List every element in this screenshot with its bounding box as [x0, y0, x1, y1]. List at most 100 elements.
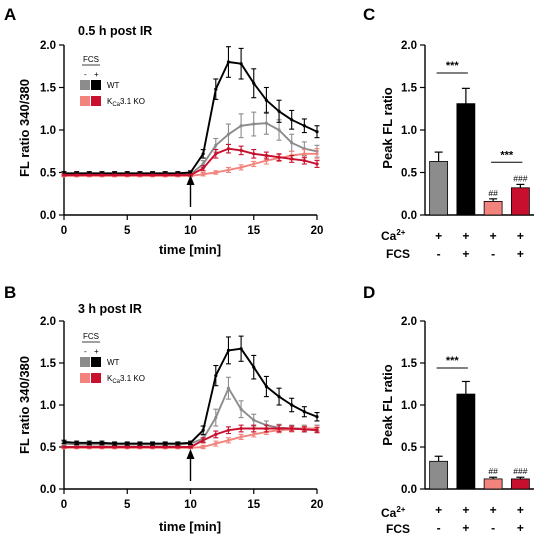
fcs-sign: -: [437, 521, 441, 535]
panel-b-data-point: [252, 418, 256, 422]
legend-label-ko: KCa3.1 KO: [107, 97, 145, 108]
ca-sign: +: [435, 229, 442, 243]
panel-a-data-point: [252, 81, 256, 85]
panel-d-hash-label: ###: [513, 466, 527, 476]
panel-a-y-tick-label: 0.0: [40, 210, 56, 222]
fcs-row-label: FCS: [386, 247, 410, 261]
panel-a-data-point: [188, 170, 193, 175]
panel-a-data-point: [62, 173, 66, 177]
panel-a-x-tick-label: 15: [247, 225, 260, 237]
panel-b-data-point: [150, 445, 155, 449]
panel-a-y-tick-label: 1.5: [40, 83, 57, 95]
panel-b-data-point: [290, 426, 294, 431]
panel-d-bar: [510, 478, 530, 490]
panel-b-data-point: [201, 445, 205, 449]
panel-b-data-point: [239, 435, 243, 439]
ca-sign: +: [462, 229, 469, 243]
panel-a-xlabel: time [min]: [159, 242, 221, 257]
panel-b-data-point: [252, 365, 256, 369]
panel-b-y-tick-label: 0.0: [40, 484, 56, 496]
panel-a-data-point: [239, 62, 243, 66]
panel-a-data-point: [264, 121, 268, 125]
panel-a-data-point: [201, 162, 205, 166]
panel-b-x-tick-label: 5: [124, 499, 131, 511]
panel-b-data-point: [62, 440, 66, 444]
legend-label-wt: WT: [107, 358, 120, 367]
ca-sign: +: [435, 503, 442, 517]
panel-a-title: 0.5 h post IR: [78, 24, 152, 38]
fcs-sign: +: [517, 247, 524, 261]
panel-a-data-point: [252, 162, 256, 166]
panel-b-data-point: [87, 445, 91, 449]
panel-b-data-point: [62, 445, 66, 449]
panel-a-data-point: [264, 159, 268, 163]
legend-swatch-wt-minus: [80, 80, 90, 90]
panel-b-data-point: [214, 416, 218, 420]
fcs-signs-row: - + - +: [437, 521, 524, 535]
panel-a-data-point: [75, 173, 79, 177]
panel-c-significance-label: ***: [500, 149, 514, 161]
panel-a-data-point: [214, 170, 218, 175]
panel-d-bar: [429, 460, 449, 490]
panel-a-data-point: [264, 153, 268, 158]
panel-b-data-point: [239, 426, 243, 431]
panel-b-data-point: [252, 432, 256, 436]
panel-a-data-point: [315, 152, 319, 156]
panel-c-y-tick-label: 1.5: [401, 83, 418, 95]
panel-b-data-point: [264, 426, 268, 431]
legend-swatch-ko-minus: [80, 96, 90, 106]
panel-d-bar-chart: D Peak FL ratio 0.00.51.01.52.0## ###*** …: [363, 283, 534, 536]
panel-b-line-chart: B 3 h post IR FL ratio 340/380 time [min…: [4, 283, 323, 534]
panel-a-plot-area: 0.0 0.5 1.0 1.5 2.0 0 5 10 15 20: [40, 40, 323, 237]
panel-b-data-point: [188, 441, 193, 445]
ca-sign: +: [490, 503, 497, 517]
panel-b-data-point: [290, 403, 294, 407]
panel-b-data-point: [315, 415, 319, 419]
panel-a-data-point: [239, 124, 243, 128]
panel-a-data-point: [100, 173, 104, 177]
legend-minus-sign: -: [84, 70, 87, 79]
panel-b-data-point: [138, 445, 142, 449]
fcs-sign: +: [462, 247, 469, 261]
panel-b-ylabel: FL ratio 340/380: [17, 356, 32, 454]
panel-a-data-point: [302, 152, 306, 156]
ca-sign: +: [462, 503, 469, 517]
panel-b-x-tick-label: 0: [61, 499, 67, 511]
panel-b-data-point: [75, 441, 79, 445]
legend-swatch-wt-minus: [80, 357, 90, 367]
panel-b-data-point: [113, 442, 117, 446]
panel-d-significance-label: ***: [446, 355, 460, 367]
ca-row-label: Ca2+: [381, 505, 406, 520]
panel-a-data-point: [201, 152, 205, 156]
panel-a-data-point: [277, 155, 281, 159]
legend-fcs-header: FCS: [83, 55, 99, 64]
panel-d-ylabel: Peak FL ratio: [380, 364, 395, 445]
panel-c-y-tick-label: 2.0: [401, 40, 417, 52]
panel-a-data-point: [277, 109, 281, 113]
panel-a-stimulus-arrow-head: [186, 175, 195, 185]
panel-b-data-point: [277, 395, 281, 399]
panel-b-plot-area: 0.0 0.5 1.0 1.5 2.0 0 5 10 15 20: [40, 316, 323, 511]
panel-d-plot-area: 0.00.51.01.52.0## ###***: [401, 316, 534, 496]
panel-d-y-tick-label: 0.5: [401, 442, 418, 454]
fcs-sign: +: [517, 521, 524, 535]
panel-b-data-point: [201, 428, 205, 432]
panel-b-xlabel: time [min]: [159, 519, 221, 534]
panel-letter-d: D: [363, 283, 375, 302]
panel-a-data-point: [290, 118, 294, 122]
panel-a-data-point: [239, 165, 243, 169]
panel-c-condition-table: Ca2+ FCS + + + + - + - +: [381, 228, 524, 261]
panel-d-y-tick-label: 2.0: [401, 316, 417, 328]
panel-d-hash-label: ##: [488, 466, 498, 476]
panel-d-bar: [483, 478, 503, 490]
panel-b-data-point: [264, 384, 268, 389]
panel-d-y-tick-label: 1.0: [401, 400, 417, 412]
panel-b-data-point: [75, 445, 79, 449]
panel-d-condition-table: Ca2+ FCS + + + + - + - +: [381, 503, 524, 536]
panel-b-data-point: [315, 428, 319, 432]
panel-b-series-wt-minus: [61, 376, 320, 447]
panel-a-x-tick-label: 10: [184, 225, 197, 237]
fcs-sign: -: [437, 247, 441, 261]
panel-a-legend: FCS - + WT KCa3.1 KO: [80, 55, 145, 108]
panel-letter-a: A: [4, 5, 16, 24]
